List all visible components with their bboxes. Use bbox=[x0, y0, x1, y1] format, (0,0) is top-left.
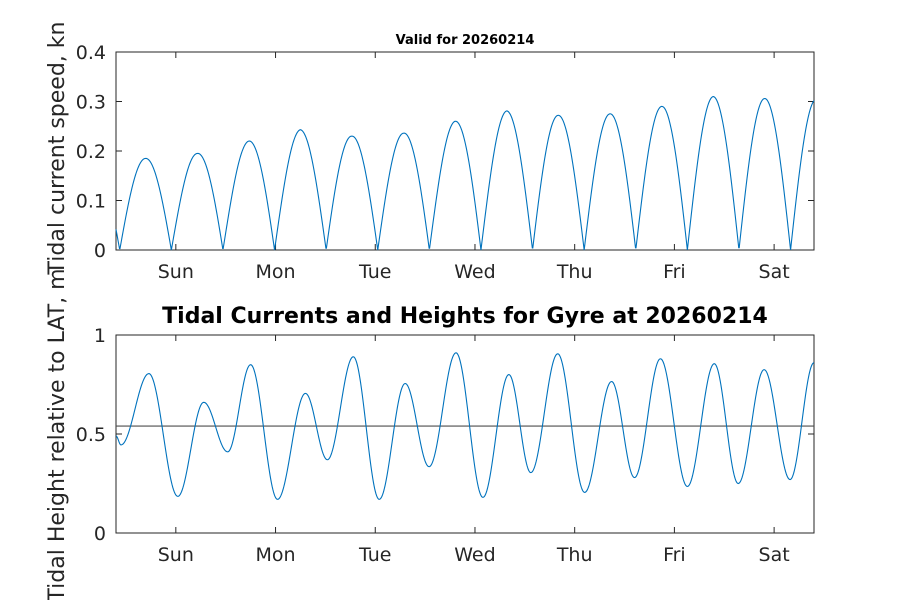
bottom-tidal-height-line bbox=[115, 352, 815, 500]
bottom-y-tick-label: 1 bbox=[94, 325, 106, 347]
top-current-speed-line bbox=[115, 95, 815, 251]
top-y-tick-label: 0.1 bbox=[76, 191, 106, 213]
bottom-y-tick-label: 0 bbox=[94, 523, 106, 545]
bottom-x-tick-label-mon: Mon bbox=[256, 544, 296, 566]
bottom-x-tick-label-tue: Tue bbox=[358, 544, 391, 566]
top-y-tick-label: 0 bbox=[94, 240, 106, 262]
bottom-plot-box bbox=[115, 334, 815, 534]
top-y-tick-label: 0.2 bbox=[76, 141, 106, 163]
top-y-tick-label: 0.3 bbox=[76, 92, 106, 114]
top-y-axis-label: Tidal current speed, kn bbox=[45, 22, 70, 276]
bottom-chart-title: Tidal Currents and Heights for Gyre at 2… bbox=[162, 304, 768, 329]
top-x-tick-label-thu: Thu bbox=[556, 261, 593, 283]
bottom-y-tick-label: 0.5 bbox=[76, 424, 106, 446]
top-plot-box bbox=[115, 51, 815, 251]
bottom-axes: 0 0.5 1 Sun Mon Tue Wed Thu Fri Sat bbox=[76, 325, 815, 566]
top-x-tick-label-sun: Sun bbox=[158, 261, 194, 283]
top-x-tick-label-sat: Sat bbox=[759, 261, 790, 283]
top-x-tick-label-fri: Fri bbox=[663, 261, 686, 283]
top-x-tick-label-tue: Tue bbox=[358, 261, 391, 283]
bottom-x-tick-label-wed: Wed bbox=[454, 544, 495, 566]
bottom-x-tick-label-sat: Sat bbox=[759, 544, 790, 566]
top-axes: 0 0.1 0.2 0.3 0.4 Sun Mon Tue Wed Thu Fri Sat bbox=[76, 42, 815, 283]
bottom-x-tick-label-sun: Sun bbox=[158, 544, 194, 566]
top-x-tick-label-wed: Wed bbox=[454, 261, 495, 283]
bottom-x-tick-label-thu: Thu bbox=[556, 544, 593, 566]
top-x-tick-label-mon: Mon bbox=[256, 261, 296, 283]
bottom-x-tick-label-fri: Fri bbox=[663, 544, 686, 566]
bottom-y-axis-label: Tidal Height relative to LAT, m bbox=[45, 268, 70, 600]
top-chart-title: Valid for 20260214 bbox=[396, 33, 535, 48]
top-y-tick-label: 0.4 bbox=[76, 42, 106, 64]
